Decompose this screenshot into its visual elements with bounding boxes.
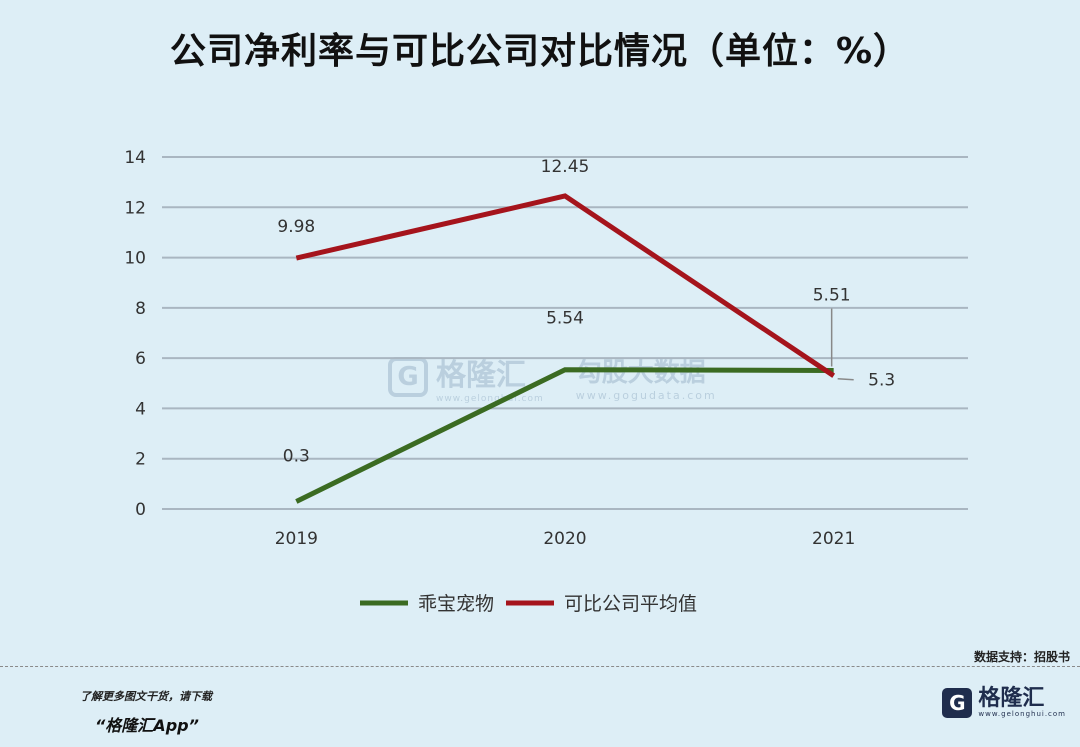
y-tick-label: 14 [124,148,146,168]
data-label: 0.3 [283,446,310,466]
data-labels: 0.3 5.54 5.51 9.98 12.45 5.3 [277,157,895,466]
data-label: 12.45 [541,157,590,177]
y-tick-label: 0 [135,500,146,520]
y-tick-label: 10 [124,249,146,269]
y-tick-label: 12 [124,198,146,218]
data-label: 9.98 [277,217,315,237]
legend-label: 可比公司平均值 [564,593,697,615]
data-label: 5.3 [868,371,895,391]
series-lines [295,193,836,504]
watermark-partner-domain: www.gogudata.com [575,389,717,402]
y-tick-label: 8 [135,299,146,319]
data-source: 数据支持：招股书 [973,650,1070,664]
y-axis-ticks: 0 2 4 6 8 10 12 14 [124,148,146,520]
footer-logo-name: 格隆汇 [978,686,1045,711]
watermark-partner: 勾股大数据 [575,358,706,388]
watermark: G 格隆汇 www.gelonghui.com 勾股大数据 www.goguda… [388,350,717,404]
footer-logo-icon: G [942,688,973,718]
data-label: 5.54 [546,309,584,329]
x-tick-label: 2020 [543,529,586,549]
x-axis-ticks: 2019 2020 2021 [275,529,856,549]
chart-title: 公司净利率与可比公司对比情况（单位：%） [169,31,911,72]
series-line-0 [295,367,834,504]
data-label: 5.51 [813,285,851,305]
grid-lines [162,156,968,510]
y-tick-label: 2 [135,450,146,470]
footer-promo-text: 了解更多图文干货，请下载 [80,690,212,703]
x-tick-label: 2021 [812,529,855,549]
line-chart: 0 2 4 6 8 10 12 14 2019 2020 2021 0.3 5.54 5.51 9.98… [124,148,968,615]
footer-logo: G 格隆汇 www.gelonghui.com [942,688,1066,718]
callout-line [837,377,854,381]
legend-label: 乖宝宠物 [418,593,494,615]
series-line-1 [295,193,836,378]
watermark-domain: www.gelonghui.com [436,394,544,404]
watermark-name: 格隆汇 [436,358,526,393]
legend: 乖宝宠物 可比公司平均值 [360,593,697,615]
x-tick-label: 2019 [275,529,318,549]
footer-logo-domain: www.gelonghui.com [978,710,1066,718]
footer-divider [0,666,1080,667]
y-tick-label: 6 [135,349,146,369]
footer-app-name: “格隆汇App” [95,716,199,735]
y-tick-label: 4 [135,399,146,419]
